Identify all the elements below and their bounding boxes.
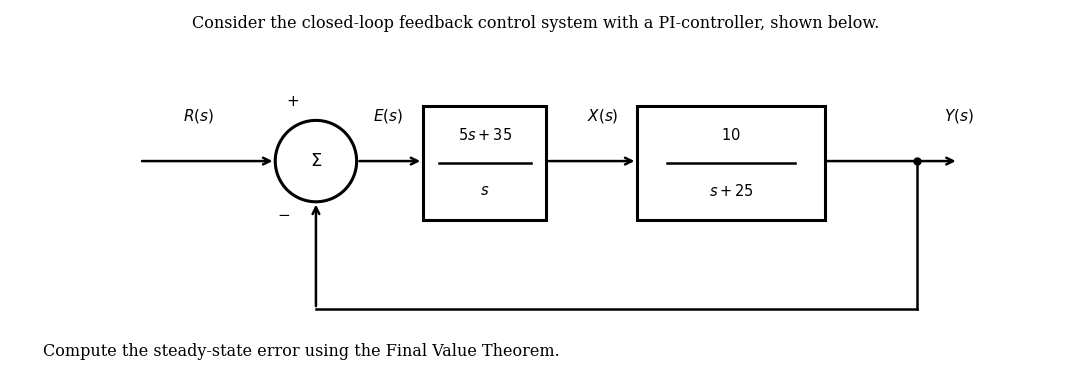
Text: $-$: $-$ — [277, 207, 290, 221]
Text: $10$: $10$ — [721, 127, 741, 143]
Text: $X(s)$: $X(s)$ — [587, 106, 619, 125]
Bar — [637, 106, 825, 220]
Text: $R(s)$: $R(s)$ — [182, 106, 214, 125]
Text: Compute the steady-state error using the Final Value Theorem.: Compute the steady-state error using the… — [43, 343, 559, 360]
Text: $s+25$: $s+25$ — [709, 183, 753, 199]
Text: $\Sigma$: $\Sigma$ — [310, 152, 322, 170]
Bar — [423, 106, 546, 220]
Text: $5s+35$: $5s+35$ — [457, 127, 512, 143]
Text: $E(s)$: $E(s)$ — [373, 106, 403, 125]
Text: $Y(s)$: $Y(s)$ — [944, 106, 974, 125]
Text: Consider the closed-loop feedback control system with a PI-controller, shown bel: Consider the closed-loop feedback contro… — [192, 15, 879, 32]
Text: $s$: $s$ — [480, 185, 489, 198]
Text: $+$: $+$ — [286, 96, 299, 109]
